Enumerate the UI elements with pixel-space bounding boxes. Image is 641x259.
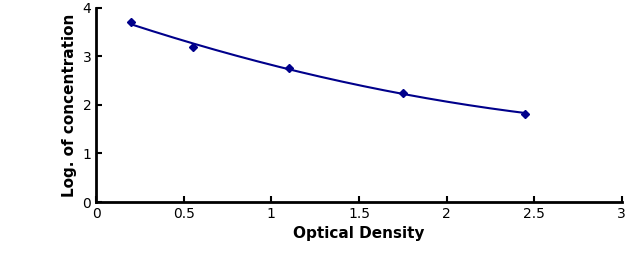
X-axis label: Optical Density: Optical Density <box>293 226 425 241</box>
Y-axis label: Log. of concentration: Log. of concentration <box>62 13 77 197</box>
